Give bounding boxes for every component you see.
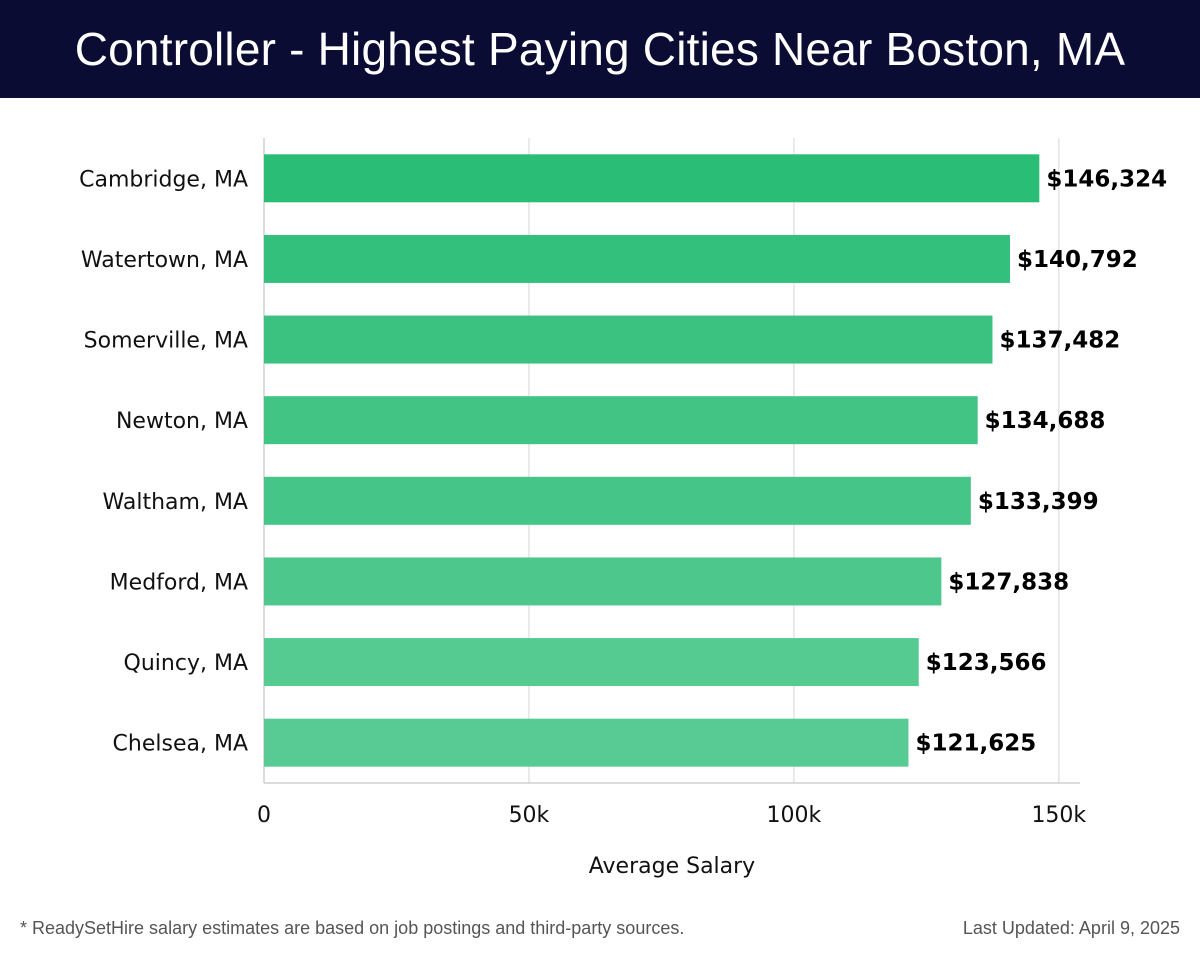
page-title: Controller - Highest Paying Cities Near … xyxy=(74,23,1126,75)
bar xyxy=(264,315,993,364)
data-label: $123,566 xyxy=(926,650,1047,676)
bar-chart: Cambridge, MA $146,324 Watertown, MA $140,7… xyxy=(79,138,1167,879)
category-label: Quincy, MA xyxy=(124,651,248,676)
data-label: $127,838 xyxy=(948,569,1069,595)
category-label: Newton, MA xyxy=(116,409,248,434)
category-label: Medford, MA xyxy=(110,570,248,595)
bar xyxy=(264,476,971,525)
category-label: Waltham, MA xyxy=(103,490,248,515)
bar xyxy=(264,557,942,606)
x-tick-label: 100k xyxy=(767,803,822,828)
bar xyxy=(264,234,1011,283)
last-updated: Last Updated: April 9, 2025 xyxy=(962,918,1180,938)
bar xyxy=(264,396,978,445)
bar xyxy=(264,718,909,767)
data-label: $133,399 xyxy=(978,489,1099,515)
data-label: $137,482 xyxy=(999,328,1120,354)
x-tick-label: 150k xyxy=(1031,803,1086,828)
category-label: Chelsea, MA xyxy=(113,732,248,757)
bar xyxy=(264,638,919,687)
data-label: $121,625 xyxy=(915,731,1036,757)
data-label: $140,792 xyxy=(1017,247,1138,273)
footnote: * ReadySetHire salary estimates are base… xyxy=(20,918,685,938)
x-axis-title: Average Salary xyxy=(589,854,755,879)
category-label: Somerville, MA xyxy=(84,329,248,354)
category-label: Cambridge, MA xyxy=(79,167,248,192)
x-tick-label: 50k xyxy=(509,803,550,828)
header-bar: Controller - Highest Paying Cities Near … xyxy=(0,0,1200,98)
data-label: $134,688 xyxy=(985,408,1106,434)
data-label: $146,324 xyxy=(1046,166,1167,192)
category-label: Watertown, MA xyxy=(81,248,248,273)
x-tick-label: 0 xyxy=(257,803,271,828)
bar xyxy=(264,154,1040,203)
